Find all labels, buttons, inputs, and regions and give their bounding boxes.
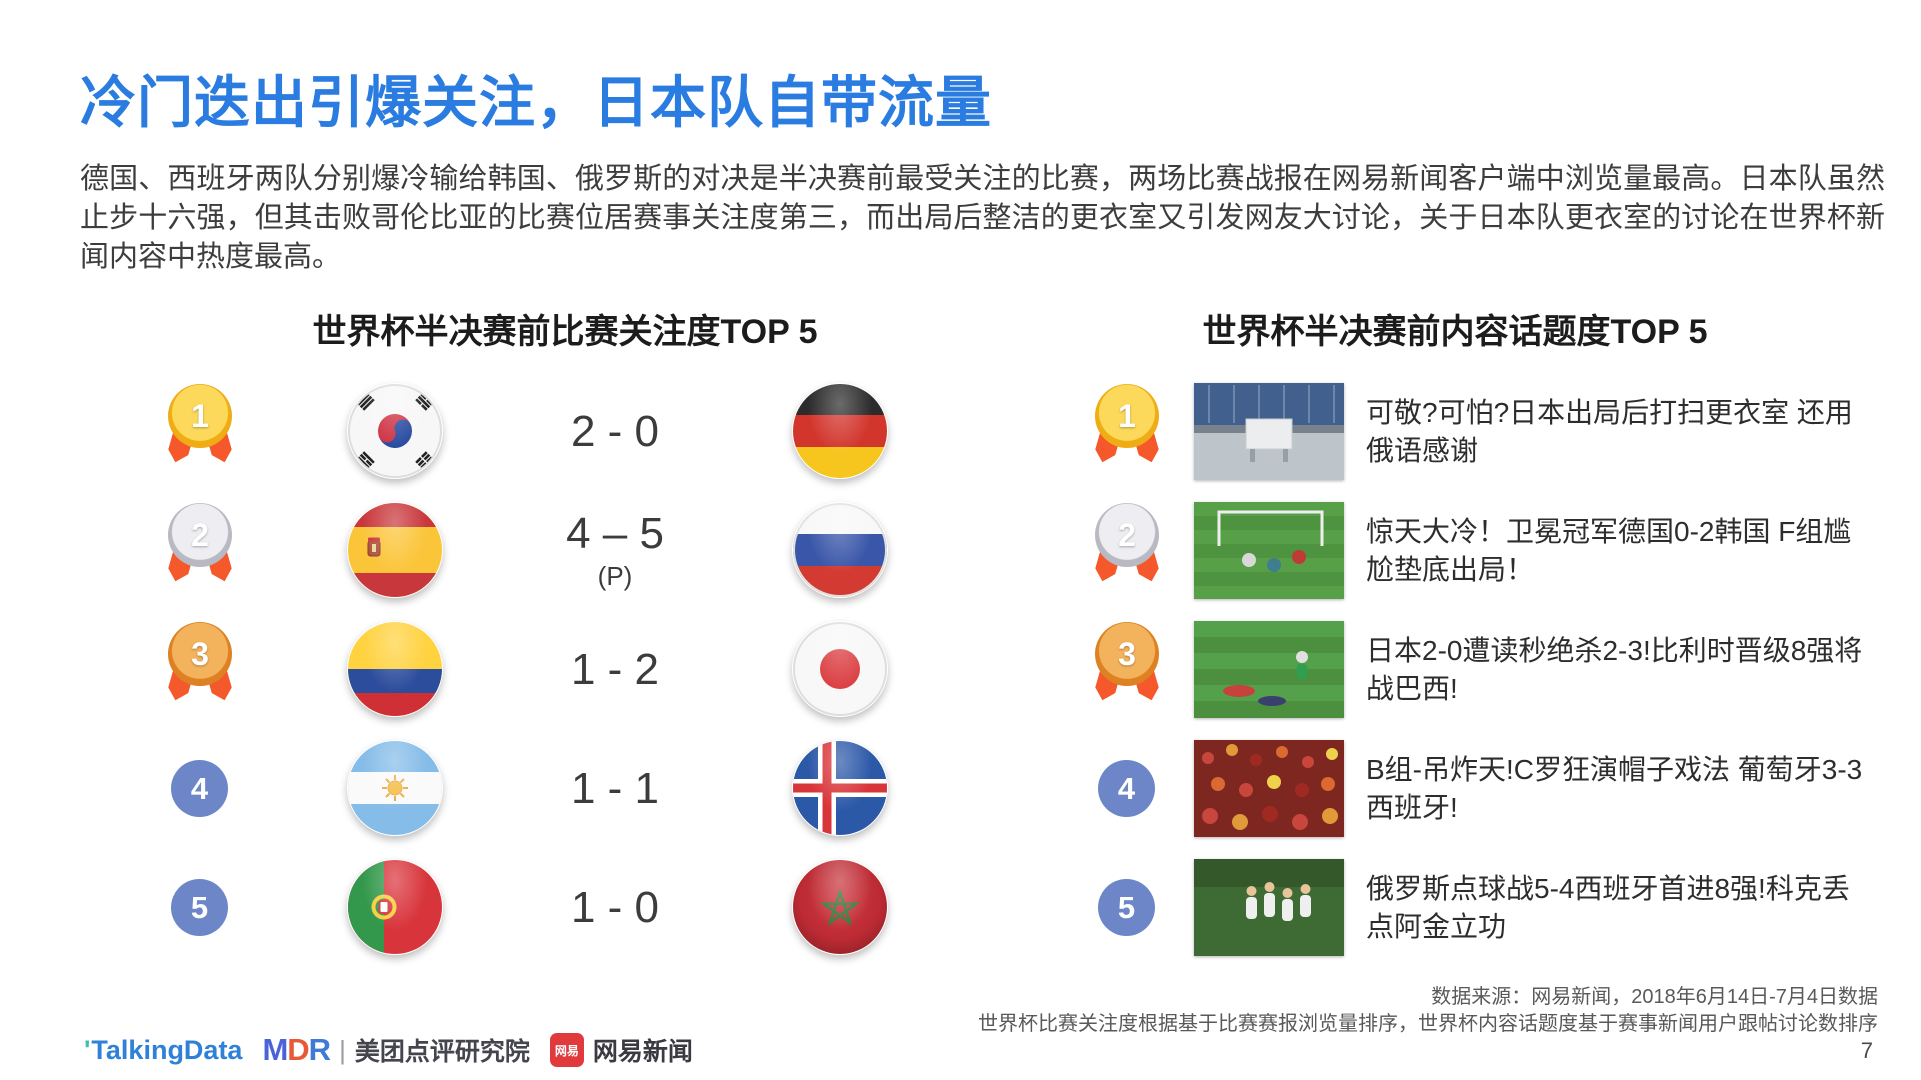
news-item-5: 5 俄罗斯点球战5-4西班牙首进8强!科克丢点阿金立功: [1060, 848, 1905, 967]
match-score: 4 – 5: [566, 509, 664, 558]
data-source-note: 数据来源：网易新闻，2018年6月14日-7月4日数据 世界杯比赛关注度根据基于…: [978, 984, 1878, 1038]
footer-logos: 'TalkingData MDR | 美团点评研究院 网易 网易新闻: [84, 1032, 693, 1068]
rank-badge: 5: [171, 879, 228, 936]
match-row-5: 5 1 - 0: [140, 848, 1020, 967]
rank-number: 2: [1095, 503, 1159, 567]
flag-morocco-icon: [792, 859, 888, 955]
rank-number: 2: [168, 503, 232, 567]
medal-bronze-icon: 3: [1091, 622, 1163, 724]
medal-silver-icon: 2: [1091, 503, 1163, 605]
match-row-3: 3 1 - 2: [140, 610, 1020, 729]
flag-russia-icon: [792, 502, 888, 598]
news-title: 惊天大冷！卫冕冠军德国0-2韩国 F组尴尬垫底出局！: [1366, 515, 1852, 585]
news-thumbnail-locker-room: [1194, 383, 1344, 480]
news-title: 日本2-0遭读秒绝杀2-3!比利时晋级8强将战巴西!: [1366, 634, 1863, 704]
medal-gold-icon: 1: [164, 384, 236, 486]
match-row-4: 4: [140, 729, 1020, 848]
match-score: 2 - 0: [570, 406, 660, 456]
medal-bronze-icon: 3: [164, 622, 236, 724]
news-title: 可敬?可怕?日本出局后打扫更衣室 还用俄语感谢: [1366, 396, 1853, 466]
penalty-note: (P): [597, 561, 633, 591]
talkingdata-mark-icon: ': [84, 1034, 91, 1065]
rank-number: 3: [1095, 622, 1159, 686]
news-item-2: 2 惊天大冷！卫冕冠军德国0-2韩国 F组尴尬垫底出局！: [1060, 491, 1905, 610]
medal-gold-icon: 1: [1091, 384, 1163, 486]
flag-japan-icon: [792, 621, 888, 717]
intro-paragraph: 德国、西班牙两队分别爆冷输给韩国、俄罗斯的对决是半决赛前最受关注的比赛，两场比赛…: [80, 163, 1885, 273]
flag-portugal-icon: [347, 859, 443, 955]
news-thumbnail-russia-spain: [1194, 859, 1344, 956]
right-section-title: 世界杯半决赛前内容话题度TOP 5: [1202, 313, 1708, 351]
news-title: B组-吊炸天!C罗狂演帽子戏法 葡萄牙3-3西班牙!: [1366, 753, 1863, 823]
rank-badge: 4: [171, 760, 228, 817]
rank-badge: 5: [1098, 879, 1155, 936]
flag-south-korea-icon: [347, 383, 443, 479]
meituan-dianping-research-logo: MDR | 美团点评研究院: [262, 1032, 529, 1068]
news-thumbnail-germany-korea: [1194, 502, 1344, 599]
rank-number: 3: [168, 622, 232, 686]
medal-silver-icon: 2: [164, 503, 236, 605]
flag-iceland-icon: [792, 740, 888, 836]
match-score: 1 - 2: [570, 644, 660, 694]
news-thumbnail-portugal-spain-fans: [1194, 740, 1344, 837]
rank-number: 1: [168, 384, 232, 448]
match-attention-list: 1: [140, 372, 1020, 972]
news-item-3: 3 日本2-0遭读秒绝杀2-3!比利时晋级8强将战巴西!: [1060, 610, 1905, 729]
news-item-4: 4 B组-吊炸天!C罗狂演帽子戏法 葡萄牙3-3西班牙!: [1060, 729, 1905, 848]
news-thumbnail-japan-belgium: [1194, 621, 1344, 718]
content-topic-list: 1 可敬?可怕?日本出局后打扫更衣室 还用俄语感谢: [1060, 372, 1905, 972]
flag-colombia-icon: [347, 621, 443, 717]
flag-argentina-icon: [347, 740, 443, 836]
page-number: 7: [1860, 1038, 1873, 1063]
rank-number: 1: [1095, 384, 1159, 448]
netease-news-logo: 网易 网易新闻: [549, 1032, 693, 1068]
talkingdata-logo: 'TalkingData: [84, 1034, 243, 1065]
news-item-1: 1 可敬?可怕?日本出局后打扫更衣室 还用俄语感谢: [1060, 372, 1905, 491]
mdr-logo-label: 美团点评研究院: [354, 1038, 530, 1066]
logo-divider: |: [339, 1034, 346, 1065]
data-source-line2: 世界杯比赛关注度根据基于比赛赛报浏览量排序，世界杯内容话题度基于赛事新闻用户跟帖…: [978, 1013, 1878, 1035]
match-score: 1 - 0: [570, 882, 660, 932]
rank-badge: 4: [1098, 760, 1155, 817]
left-section-title: 世界杯半决赛前比赛关注度TOP 5: [312, 313, 818, 351]
match-row-2: 2 4 – 5: [140, 491, 1020, 610]
netease-app-icon: 网易: [549, 1033, 584, 1067]
flag-germany-icon: [792, 383, 888, 479]
netease-logo-label: 网易新闻: [592, 1038, 693, 1066]
page-title: 冷门迭出引爆关注，日本队自带流量: [80, 71, 992, 134]
news-title: 俄罗斯点球战5-4西班牙首进8强!科克丢点阿金立功: [1366, 872, 1850, 942]
mdr-logo-icon: MDR: [262, 1032, 331, 1067]
match-score: 1 - 1: [570, 763, 660, 813]
data-source-line1: 数据来源：网易新闻，2018年6月14日-7月4日数据: [1431, 986, 1878, 1008]
match-row-1: 1: [140, 372, 1020, 491]
flag-spain-icon: [347, 502, 443, 598]
